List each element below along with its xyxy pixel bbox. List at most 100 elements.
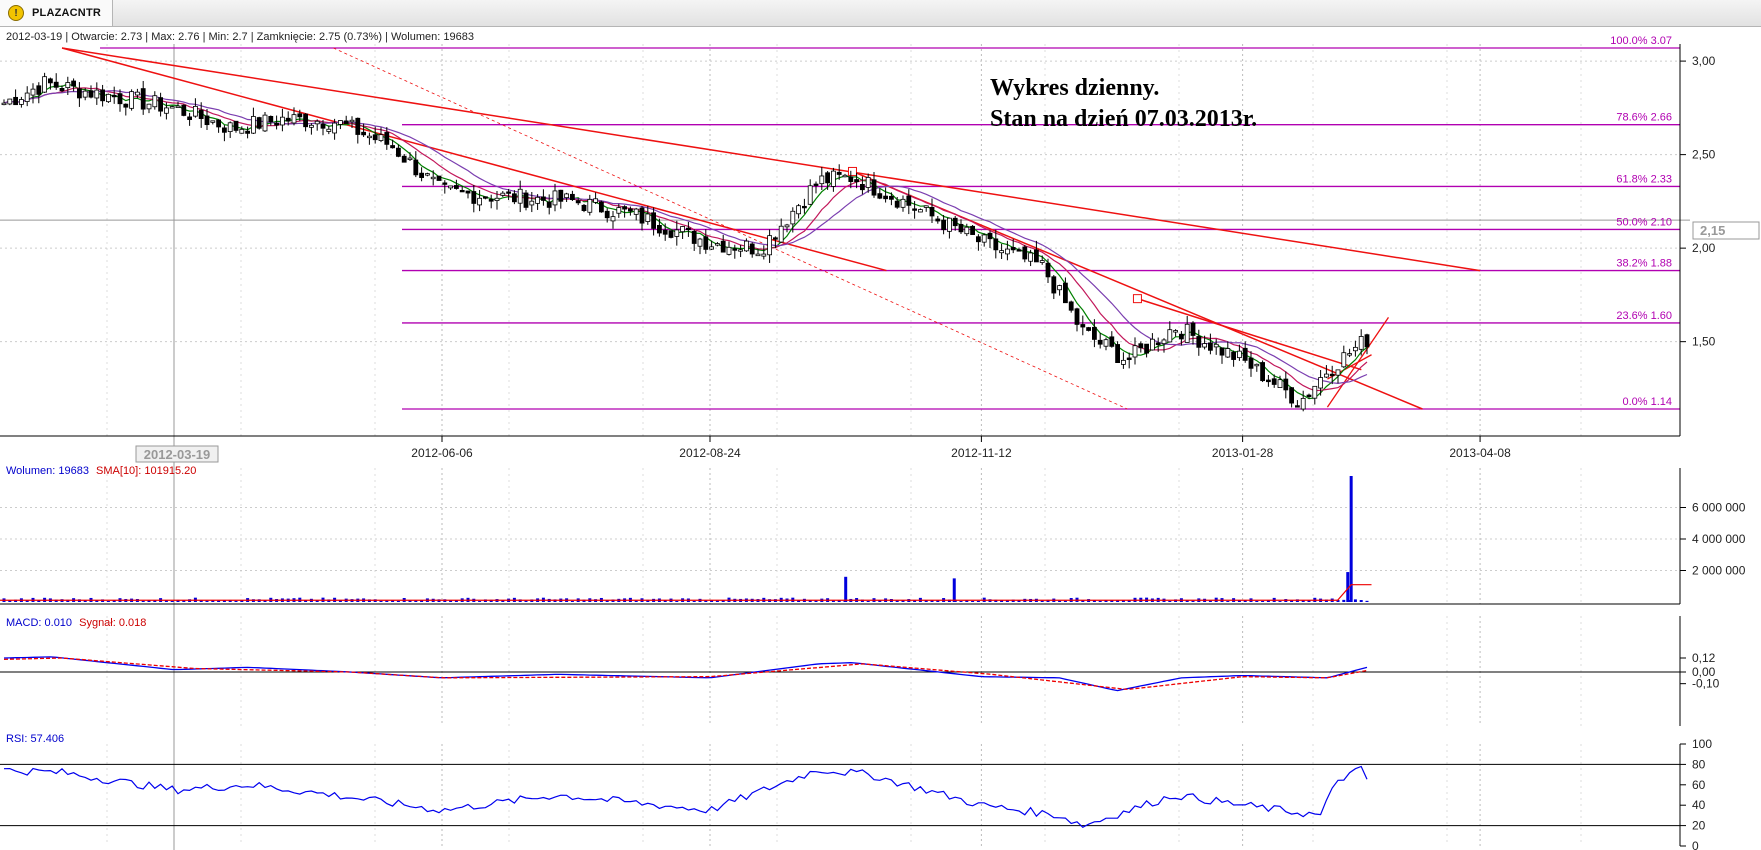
candle-body bbox=[94, 89, 100, 99]
fib-level-label: 61.8% 2.33 bbox=[1616, 173, 1672, 185]
volume-bar bbox=[454, 600, 458, 602]
volume-bar bbox=[263, 600, 267, 602]
candle-body bbox=[1318, 377, 1323, 389]
macd-line bbox=[3, 656, 1368, 692]
candle-body bbox=[1063, 282, 1068, 304]
candle-body bbox=[117, 93, 123, 105]
volume-bar bbox=[1301, 600, 1305, 602]
candle-body bbox=[581, 204, 587, 211]
candle-body bbox=[1353, 346, 1358, 352]
candle-body bbox=[558, 189, 564, 202]
candle-body bbox=[941, 219, 946, 231]
volume-bar bbox=[414, 600, 418, 602]
candle-body bbox=[1347, 353, 1352, 356]
candle-body bbox=[976, 236, 981, 243]
candle-body bbox=[210, 120, 216, 123]
volume-bar bbox=[222, 600, 226, 602]
candle-body bbox=[599, 201, 604, 213]
candle-body bbox=[1097, 339, 1103, 345]
volume-bar bbox=[1290, 600, 1294, 602]
warning-icon: ! bbox=[8, 5, 24, 21]
volume-bar bbox=[901, 600, 905, 602]
candle-body bbox=[1358, 336, 1364, 350]
candle-body bbox=[1115, 344, 1120, 364]
candle-body bbox=[761, 253, 767, 257]
volume-bar bbox=[1336, 599, 1340, 602]
volume-bar bbox=[646, 599, 650, 602]
candle-body bbox=[1068, 301, 1074, 311]
axes: 2012-06-06 2012-08-24 2012-11-12 2013-01-28… bbox=[0, 44, 1746, 850]
candle-body bbox=[1022, 246, 1028, 260]
candle-body bbox=[453, 185, 459, 189]
fib-level-label: 38.2% 1.88 bbox=[1616, 258, 1672, 270]
candle-body bbox=[36, 85, 42, 95]
candle-body bbox=[993, 238, 999, 251]
volume-bars bbox=[0, 476, 1372, 602]
candle-body bbox=[784, 224, 790, 228]
candle-body bbox=[790, 210, 796, 225]
volume-bar bbox=[1005, 600, 1009, 602]
macd-tick-label: -0,10 bbox=[1692, 677, 1720, 691]
candle-body bbox=[535, 196, 540, 204]
volume-bar bbox=[228, 599, 232, 602]
candle-body bbox=[1028, 252, 1033, 262]
candle-body bbox=[604, 210, 610, 219]
trend-anchor-handle bbox=[847, 166, 857, 176]
info-line: 2012-03-19 | Otwarcie: 2.73 | Max: 2.76 … bbox=[6, 31, 474, 43]
x-tick-label: 2013-01-28 bbox=[1212, 446, 1274, 460]
volume-bar bbox=[182, 600, 186, 602]
candle-body bbox=[1051, 276, 1057, 294]
candle-body bbox=[1341, 352, 1347, 368]
candle-body bbox=[610, 216, 616, 222]
candle-body bbox=[279, 116, 285, 126]
volume-bar bbox=[878, 599, 882, 602]
candle-body bbox=[906, 195, 912, 206]
candle-body bbox=[958, 223, 964, 233]
volume-bar bbox=[837, 600, 841, 602]
chart-canvas[interactable]: 100.0% 3.07 78.6% 2.66 61.8% 2.33 50.0% 2.1… bbox=[0, 26, 1761, 850]
candle-body bbox=[482, 196, 488, 199]
candle-body bbox=[546, 201, 552, 208]
volume-bar bbox=[1348, 600, 1352, 602]
volume-bar bbox=[797, 600, 801, 602]
volume-legend: Wolumen: 19683 SMA[10]: 101915.20 bbox=[6, 465, 196, 477]
candle-body bbox=[285, 117, 291, 122]
candle-body bbox=[465, 190, 471, 194]
candle-body bbox=[245, 130, 251, 134]
candle-body bbox=[935, 218, 941, 222]
volume-bar bbox=[1058, 600, 1062, 602]
candle-body bbox=[221, 127, 227, 133]
volume-bar bbox=[663, 600, 667, 602]
volume-bar bbox=[895, 600, 899, 602]
candle-body bbox=[59, 88, 65, 92]
candle-body bbox=[7, 98, 13, 105]
volume-bar bbox=[304, 600, 308, 602]
info-max: 2.76 bbox=[178, 31, 199, 43]
volume-tick-label: 6 000 000 bbox=[1692, 501, 1746, 515]
candle-body bbox=[419, 172, 425, 178]
tab-plazacntr[interactable]: ! PLAZACNTR bbox=[0, 0, 113, 26]
signal-line bbox=[3, 657, 1368, 690]
volume-bar bbox=[1208, 600, 1212, 602]
candle-body bbox=[1092, 326, 1097, 340]
candle-body bbox=[1225, 348, 1231, 358]
candle-body bbox=[813, 183, 819, 186]
candle-body bbox=[366, 135, 372, 139]
candle-body bbox=[1034, 249, 1039, 263]
volume-bar bbox=[66, 599, 70, 602]
volume-bar bbox=[1226, 601, 1230, 602]
volume-bar bbox=[176, 599, 180, 602]
candle-body bbox=[778, 225, 784, 243]
volume-bar bbox=[1266, 600, 1270, 602]
candle-body bbox=[152, 95, 158, 108]
x-tick-label: 2012-08-24 bbox=[679, 446, 741, 460]
candle-body bbox=[1074, 308, 1080, 325]
candle-body bbox=[1138, 343, 1144, 349]
candle-body bbox=[181, 104, 187, 116]
volume-bar bbox=[710, 600, 714, 602]
candle-body bbox=[645, 213, 651, 222]
candle-body bbox=[204, 115, 210, 126]
trend-lines bbox=[61, 47, 1481, 410]
rsi-tick-label: 80 bbox=[1692, 757, 1706, 771]
candle-body bbox=[1190, 322, 1196, 336]
